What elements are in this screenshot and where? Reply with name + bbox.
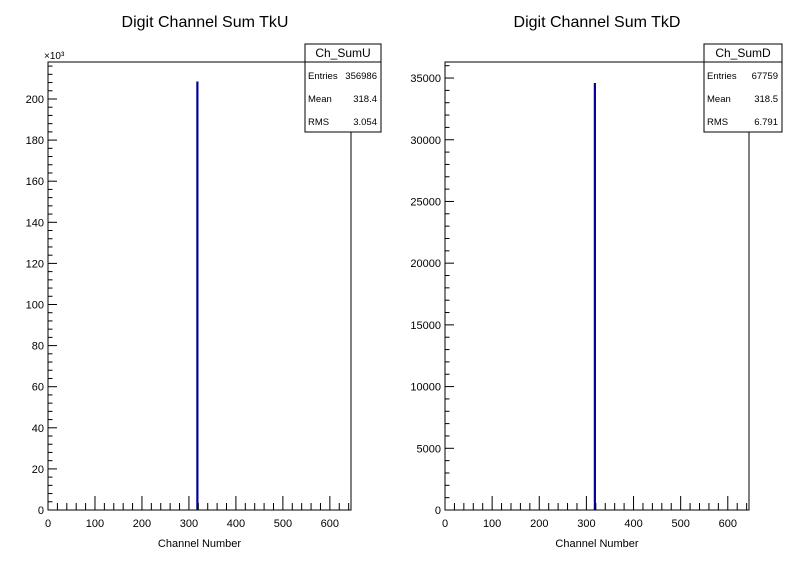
chart-title: Digit Channel Sum TkD <box>514 14 681 31</box>
y-tick-label: 0 <box>435 505 441 517</box>
y-tick-label: 40 <box>32 423 44 435</box>
y-tick-label: 10000 <box>410 382 441 394</box>
x-tick-label: 400 <box>624 518 642 530</box>
y-tick-label: 25000 <box>410 196 441 208</box>
chart-title: Digit Channel Sum TkU <box>122 14 289 31</box>
x-tick-label: 300 <box>180 518 198 530</box>
histogram-panel-2: Digit Channel Sum TkD 0 100 200 300 400 500 600… <box>410 14 783 550</box>
y-tick-label: 20 <box>32 464 44 476</box>
stats-label: Entries <box>707 71 737 82</box>
plot-frame <box>47 61 352 511</box>
plot-frame <box>444 61 750 511</box>
stats-label: Mean <box>308 94 332 105</box>
stats-box: Ch_SumU Entries 356986 Mean 318.4 RMS 3.054 <box>304 43 382 133</box>
stats-box-name: Ch_SumU <box>315 46 370 60</box>
y-tick-label: 30000 <box>410 135 441 147</box>
stats-label: RMS <box>707 117 728 128</box>
y-tick-label: 60 <box>32 382 44 394</box>
y-tick-label: 0 <box>38 505 44 517</box>
x-tick-label: 100 <box>86 518 104 530</box>
stats-value: 67759 <box>752 71 778 82</box>
y-tick-label: 20000 <box>410 258 441 270</box>
stats-label: Mean <box>707 94 731 105</box>
stats-value: 318.4 <box>353 94 377 105</box>
y-tick-label: 80 <box>32 341 44 353</box>
y-tick-label: 180 <box>26 135 44 147</box>
x-tick-label: 400 <box>227 518 245 530</box>
x-tick-label: 0 <box>442 518 448 530</box>
stats-box: Ch_SumD Entries 67759 Mean 318.5 RMS 6.791 <box>703 43 783 133</box>
x-tick-label: 300 <box>577 518 595 530</box>
x-axis-label: Channel Number <box>555 538 638 550</box>
x-tick-label: 200 <box>133 518 151 530</box>
y-tick-label: 140 <box>26 217 44 229</box>
stats-box-name: Ch_SumD <box>715 46 771 60</box>
x-tick-label: 0 <box>45 518 51 530</box>
stats-value: 3.054 <box>353 117 377 128</box>
y-tick-label: 160 <box>26 176 44 188</box>
stats-value: 356986 <box>345 71 377 82</box>
y-tick-label: 120 <box>26 258 44 270</box>
stats-value: 6.791 <box>754 117 778 128</box>
x-tick-label: 100 <box>483 518 501 530</box>
y-tick-label: 5000 <box>417 443 441 455</box>
y-multiplier-label: ×10³ <box>44 51 65 62</box>
stats-box-frame <box>304 43 382 133</box>
x-tick-label: 500 <box>671 518 689 530</box>
stats-label: Entries <box>308 71 338 82</box>
y-tick-label: 35000 <box>410 73 441 85</box>
stats-label: RMS <box>308 117 329 128</box>
x-axis-label: Channel Number <box>158 538 241 550</box>
y-tick-label: 200 <box>26 94 44 106</box>
x-tick-label: 200 <box>530 518 548 530</box>
stats-box-frame <box>703 43 783 133</box>
x-tick-label: 600 <box>719 518 737 530</box>
y-tick-label: 100 <box>26 299 44 311</box>
stats-value: 318.5 <box>754 94 778 105</box>
x-tick-label: 500 <box>274 518 292 530</box>
y-tick-label: 15000 <box>410 320 441 332</box>
x-tick-label: 600 <box>321 518 339 530</box>
